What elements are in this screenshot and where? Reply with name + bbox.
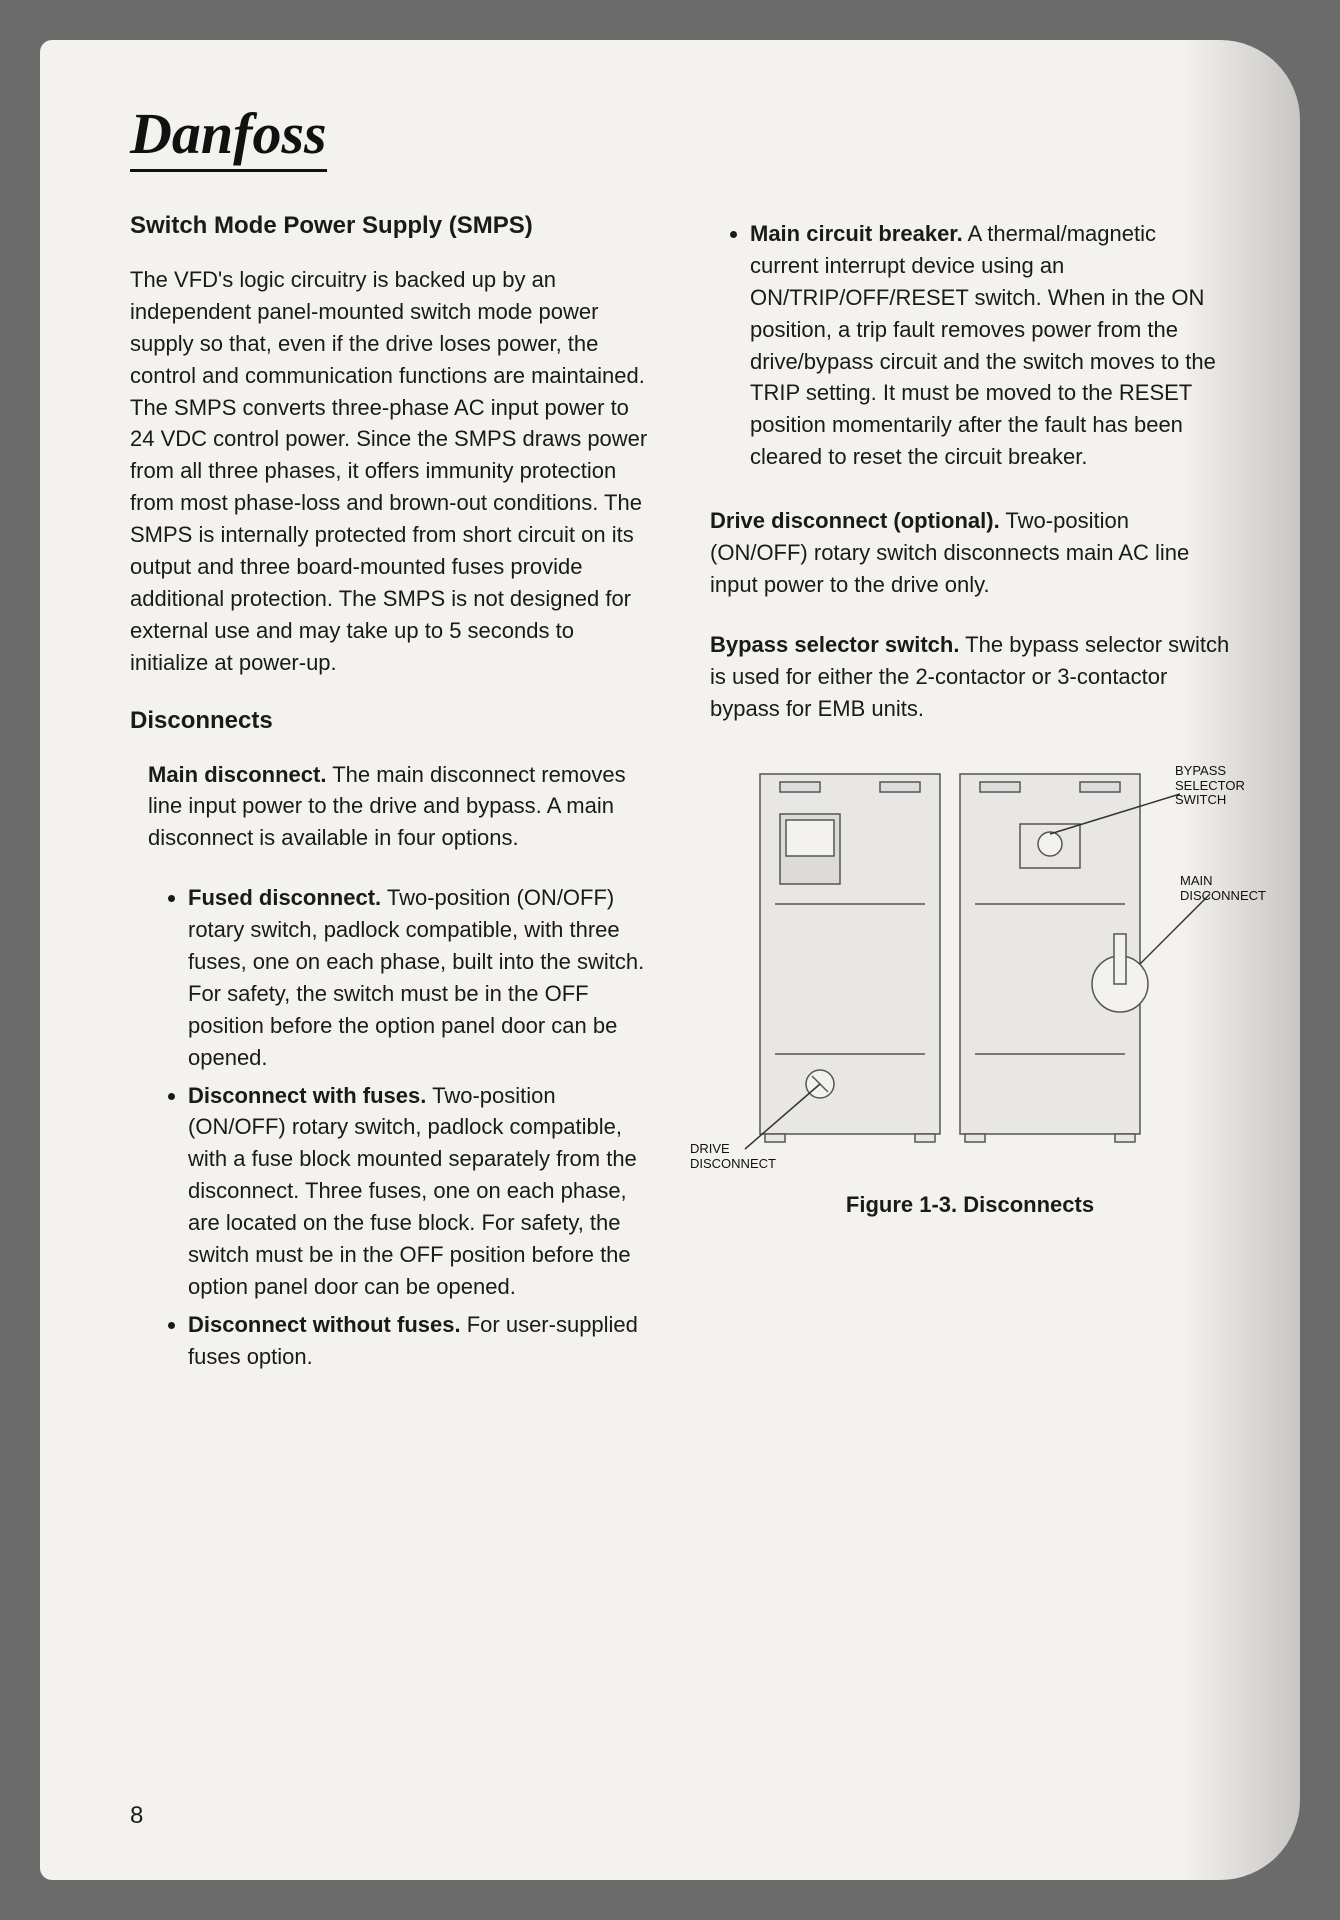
fused-disconnect-title: Fused disconnect.: [188, 885, 381, 910]
bypass-selector-para: Bypass selector switch. The bypass selec…: [710, 629, 1230, 725]
label-bypass-selector: BYPASS SELECTOR SWITCH: [1175, 764, 1245, 807]
main-disconnect-para: Main disconnect. The main disconnect rem…: [148, 759, 650, 855]
figure-1-3: DRIVE DISCONNECT BYPASS SELECTOR SWITCH …: [710, 754, 1230, 1218]
fused-disconnect-text: Two-position (ON/OFF) rotary switch, pad…: [188, 885, 644, 1069]
right-column: Main circuit breaker. A thermal/magnetic…: [710, 212, 1230, 1379]
disconnect-with-fuses-text: Two-position (ON/OFF) rotary switch, pad…: [188, 1083, 637, 1299]
screenshot-root: Danfoss Switch Mode Power Supply (SMPS) …: [0, 0, 1340, 1920]
list-item: Main circuit breaker. A thermal/magnetic…: [750, 218, 1230, 473]
smps-heading: Switch Mode Power Supply (SMPS): [130, 212, 650, 240]
right-bullets: Main circuit breaker. A thermal/magnetic…: [710, 218, 1230, 473]
drive-disconnect-title: Drive disconnect (optional).: [710, 508, 1000, 533]
main-disconnect-title: Main disconnect.: [148, 762, 326, 787]
main-breaker-title: Main circuit breaker.: [750, 221, 963, 246]
brand-logo: Danfoss: [130, 100, 327, 172]
drive-disconnect-para: Drive disconnect (optional). Two-positio…: [710, 505, 1230, 601]
label-main-disconnect: MAIN DISCONNECT: [1180, 874, 1266, 903]
disconnects-heading: Disconnects: [130, 707, 650, 735]
disconnect-without-fuses-title: Disconnect without fuses.: [188, 1312, 461, 1337]
figure-caption: Figure 1-3. Disconnects: [710, 1192, 1230, 1218]
disconnects-diagram: DRIVE DISCONNECT BYPASS SELECTOR SWITCH …: [710, 754, 1230, 1174]
disconnect-with-fuses-title: Disconnect with fuses.: [188, 1083, 426, 1108]
manual-page: Danfoss Switch Mode Power Supply (SMPS) …: [40, 40, 1300, 1880]
left-column: Switch Mode Power Supply (SMPS) The VFD'…: [130, 212, 650, 1379]
list-item: Disconnect without fuses. For user-suppl…: [188, 1309, 650, 1373]
two-column-layout: Switch Mode Power Supply (SMPS) The VFD'…: [130, 212, 1230, 1379]
page-number: 8: [130, 1802, 143, 1830]
list-item: Disconnect with fuses. Two-position (ON/…: [188, 1080, 650, 1303]
smps-paragraph: The VFD's logic circuitry is backed up b…: [130, 264, 650, 679]
main-disconnect-block: Main disconnect. The main disconnect rem…: [148, 759, 650, 1373]
disconnect-options-list: Fused disconnect. Two-position (ON/OFF) …: [148, 882, 650, 1372]
list-item: Fused disconnect. Two-position (ON/OFF) …: [188, 882, 650, 1073]
label-drive-disconnect: DRIVE DISCONNECT: [690, 1142, 776, 1171]
bypass-selector-title: Bypass selector switch.: [710, 632, 959, 657]
diagram-svg: [710, 754, 1230, 1174]
main-breaker-text: A thermal/magnetic current interrupt dev…: [750, 221, 1216, 469]
